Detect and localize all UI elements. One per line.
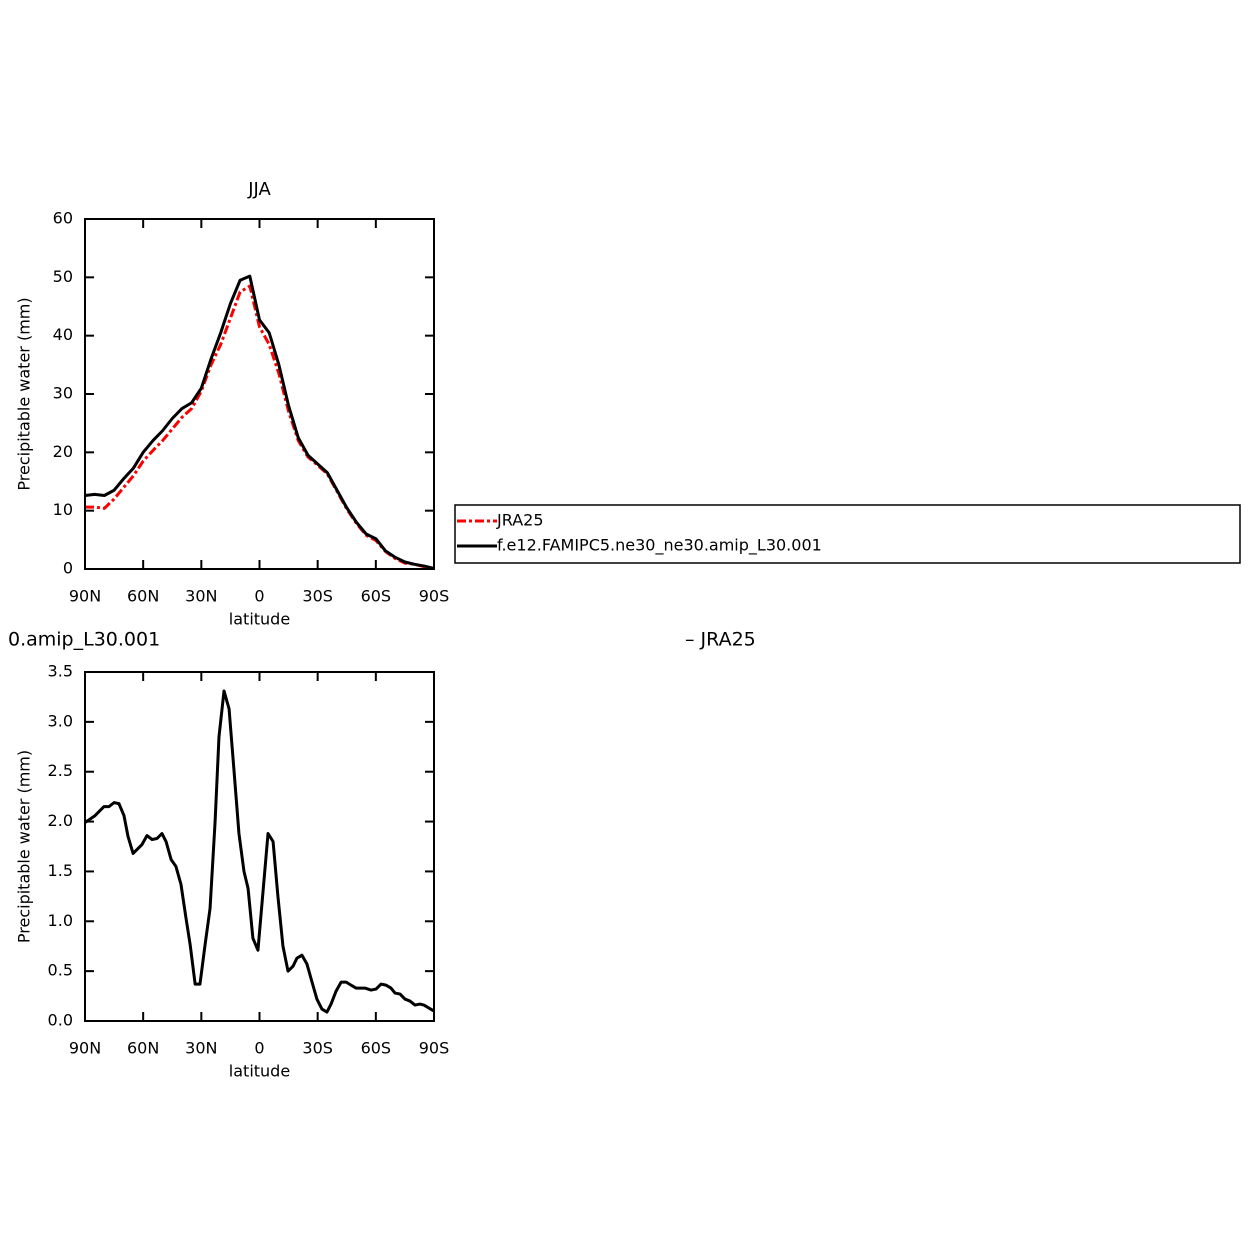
data-line: [84, 274, 435, 570]
x-tick-label: 30S: [302, 587, 333, 606]
legend-label: JRA25: [496, 511, 544, 530]
y-tick-label: 3.5: [48, 662, 73, 681]
y-tick-label: 0: [63, 559, 73, 578]
y-tick-label: 2.0: [48, 811, 73, 830]
y-tick-label: 1.0: [48, 911, 73, 930]
x-tick-label: 90S: [419, 1039, 450, 1058]
x-tick-label: 30N: [185, 1039, 217, 1058]
y-tick-label: 3.0: [48, 711, 73, 730]
legend-box: [454, 504, 1241, 564]
y-tick-label: 40: [53, 325, 73, 344]
y-tick-label: 2.5: [48, 761, 73, 780]
x-tick-label: 0: [254, 587, 264, 606]
data-line: [84, 689, 435, 1014]
y-axis-label: Precipitable water (mm): [15, 297, 34, 490]
plot-frame: [84, 218, 435, 570]
y-tick-label: 10: [53, 500, 73, 519]
plot-frame: [84, 671, 435, 1022]
left-string: 0.amip_L30.001: [8, 629, 160, 651]
right-string: – JRA25: [685, 629, 756, 651]
y-tick-label: 1.5: [48, 861, 73, 880]
y-tick-label: 60: [53, 209, 73, 228]
x-axis-label: latitude: [229, 1062, 290, 1081]
y-tick-label: 0.0: [48, 1011, 73, 1030]
x-tick-label: 60N: [127, 587, 159, 606]
y-tick-label: 50: [53, 267, 73, 286]
x-tick-label: 0: [254, 1039, 264, 1058]
x-tick-label: 30N: [185, 587, 217, 606]
x-tick-label: 90N: [69, 587, 101, 606]
x-axis-label: latitude: [229, 610, 290, 629]
y-tick-label: 0.5: [48, 961, 73, 980]
legend-label: f.e12.FAMIPC5.ne30_ne30.amip_L30.001: [497, 536, 822, 556]
x-tick-label: 60N: [127, 1039, 159, 1058]
x-tick-label: 30S: [302, 1039, 333, 1058]
data-line: [85, 284, 435, 570]
x-tick-label: 60S: [361, 587, 392, 606]
x-tick-label: 90S: [419, 587, 450, 606]
y-tick-label: 30: [53, 384, 73, 403]
chart-title: JJA: [247, 179, 271, 200]
y-tick-label: 20: [53, 442, 73, 461]
x-tick-label: 90N: [69, 1039, 101, 1058]
x-tick-label: 60S: [361, 1039, 392, 1058]
y-axis-label: Precipitable water (mm): [15, 750, 34, 943]
